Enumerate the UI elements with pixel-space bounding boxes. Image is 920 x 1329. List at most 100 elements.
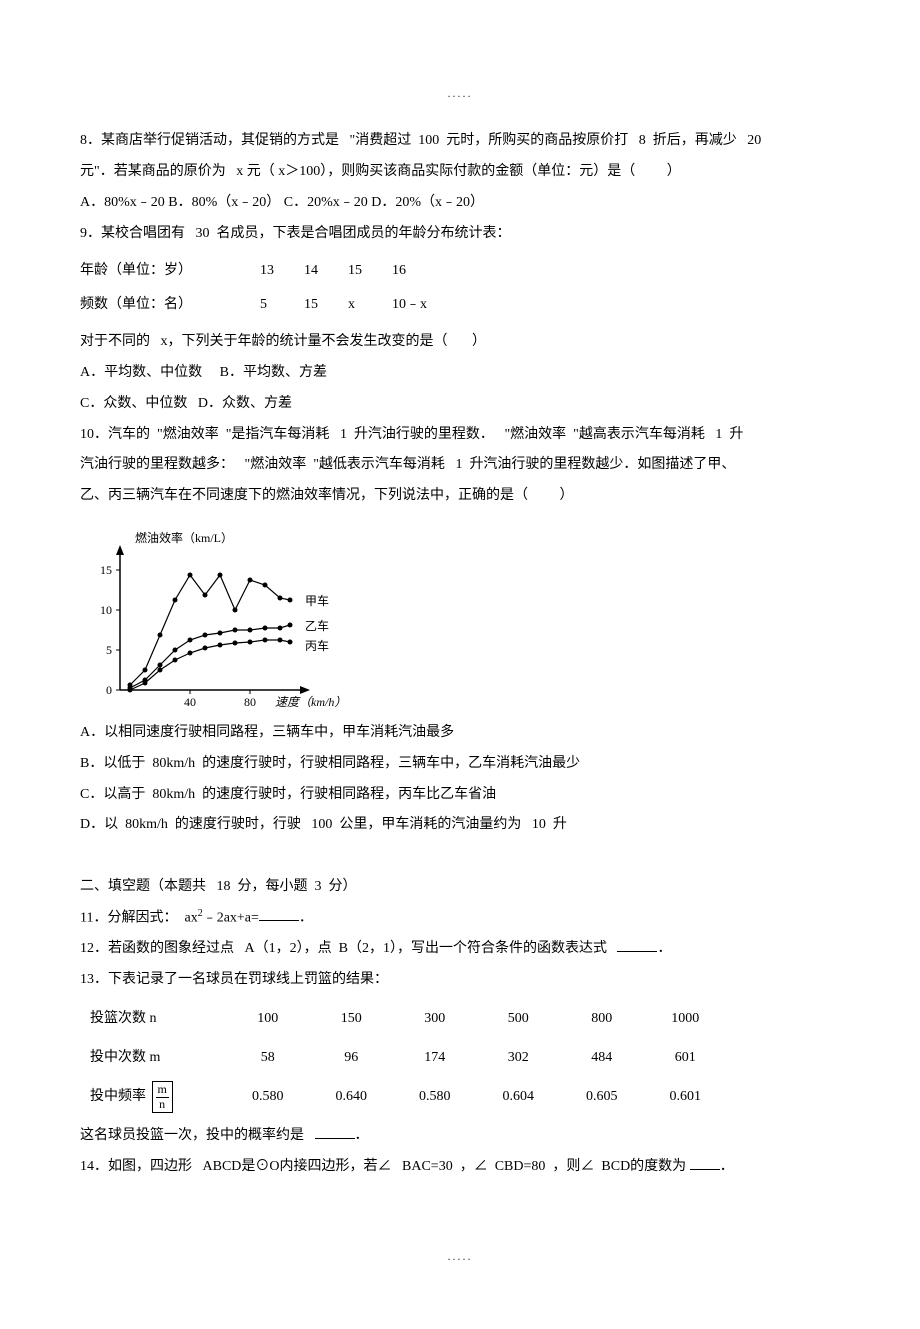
cell: 5 bbox=[260, 288, 304, 323]
cell: 16 bbox=[392, 254, 457, 289]
svg-text:丙车: 丙车 bbox=[305, 638, 329, 653]
q8-text: 8．某商店举行促销活动，其促销的方式是 bbox=[80, 133, 339, 148]
q9-options-row1: A．平均数、中位数 B．平均数、方差 bbox=[80, 358, 840, 389]
q9-text: 9．某校合唱团有 bbox=[80, 226, 185, 241]
q12-text: A（1，2），点 bbox=[245, 941, 332, 956]
q12-text: B（2，1），写出一个符合条件的函数表达式 bbox=[339, 941, 607, 956]
q8-text: x 元（ x＞100），则购买该商品实际付款的金额（单位：元）是（ bbox=[236, 164, 635, 179]
q11-text: ax bbox=[184, 910, 197, 925]
section2-num: 3 bbox=[315, 879, 322, 894]
table-row: 频数（单位：名） 5 15 x 10﹣x bbox=[80, 288, 457, 323]
q14-text: ABCD是⊙O内接四边形，若∠ bbox=[203, 1159, 392, 1174]
q8-close-paren: ） bbox=[667, 164, 681, 179]
q10-text: 的速度行驶时，行驶相同路程，三辆车中，乙车消耗汽油最少 bbox=[202, 756, 580, 771]
cell: 58 bbox=[226, 1039, 310, 1078]
q11-text: 11．分解因式： bbox=[80, 910, 177, 925]
frac-num: m bbox=[156, 1083, 169, 1097]
q11-text: ﹣2ax+a= bbox=[203, 910, 259, 925]
cell: 10﹣x bbox=[392, 288, 457, 323]
rate-label: 投中频率 bbox=[90, 1089, 146, 1104]
q10-num: 1 bbox=[340, 427, 347, 442]
cell: 14 bbox=[304, 254, 348, 289]
q12-text: 12．若函数的图象经过点 bbox=[80, 941, 234, 956]
cell: 0.601 bbox=[644, 1077, 728, 1117]
q9-options-row2: C．众数、中位数 D．众数、方差 bbox=[80, 389, 840, 420]
q10-text: 的速度行驶时，行驶相同路程，丙车比乙车省油 bbox=[202, 787, 496, 802]
cell: 0.604 bbox=[477, 1077, 561, 1117]
q9-text: 对于不同的 bbox=[80, 334, 150, 349]
q10-optC: C．以高于 80km/h 的速度行驶时，行驶相同路程，丙车比乙车省油 bbox=[80, 780, 840, 811]
cell: 投中次数 m bbox=[90, 1039, 226, 1078]
q8-num: 20 bbox=[747, 133, 761, 148]
page-footer-dots: ..... bbox=[80, 1243, 840, 1269]
cell: 96 bbox=[310, 1039, 394, 1078]
cell: 频数（单位：名） bbox=[80, 288, 260, 323]
fraction-icon: m n bbox=[152, 1081, 173, 1112]
svg-text:40: 40 bbox=[184, 695, 196, 709]
q9-num: 30 bbox=[196, 226, 210, 241]
cell: x bbox=[348, 288, 392, 323]
cell: 年龄（单位：岁） bbox=[80, 254, 260, 289]
q8-options: A．80%x﹣20 B．80%（x﹣20） C．20%x﹣20 D．20%（x﹣… bbox=[80, 188, 840, 219]
table-row: 年龄（单位：岁） 13 14 15 16 bbox=[80, 254, 457, 289]
q13-table: 投篮次数 n 100 150 300 500 800 1000 投中次数 m 5… bbox=[90, 1000, 727, 1117]
q10-line1: 10．汽车的 "燃油效率 "是指汽车每消耗 1 升汽油行驶的里程数． "燃油效率… bbox=[80, 420, 840, 451]
q9-table: 年龄（单位：岁） 13 14 15 16 频数（单位：名） 5 15 x 10﹣… bbox=[80, 254, 457, 324]
table-row: 投篮次数 n 100 150 300 500 800 1000 bbox=[90, 1000, 727, 1039]
section2-text: 分，每小题 bbox=[238, 879, 308, 894]
q14: 14．如图，四边形 ABCD是⊙O内接四边形，若∠ BAC=30 ，∠ CBD=… bbox=[80, 1152, 840, 1183]
blank bbox=[259, 906, 299, 921]
q10-text: 公里，甲车消耗的汽油量约为 bbox=[339, 817, 521, 832]
q8-num: 8 bbox=[639, 133, 646, 148]
q14-text: ，则∠ bbox=[552, 1159, 594, 1174]
q9-optD: D．众数、方差 bbox=[198, 396, 292, 411]
q10-text: "越高表示汽车每消耗 bbox=[573, 427, 705, 442]
section2-heading: 二、填空题（本题共 18 分，每小题 3 分） bbox=[80, 872, 840, 903]
svg-text:乙车: 乙车 bbox=[305, 618, 329, 633]
q10-text: B．以低于 bbox=[80, 756, 145, 771]
svg-text:10: 10 bbox=[100, 603, 112, 617]
q9-close-paren: ） bbox=[472, 334, 486, 349]
q12: 12．若函数的图象经过点 A（1，2），点 B（2，1），写出一个符合条件的函数… bbox=[80, 934, 840, 965]
cell: 投中频率 m n bbox=[90, 1077, 226, 1117]
q10-line3: 乙、丙三辆汽车在不同速度下的燃油效率情况，下列说法中，正确的是（ ） bbox=[80, 481, 840, 512]
q10-text: 升 bbox=[553, 817, 567, 832]
blank bbox=[617, 937, 657, 952]
q13-text: 这名球员投篮一次，投中的概率约是 bbox=[80, 1128, 304, 1143]
svg-text:15: 15 bbox=[100, 563, 112, 577]
svg-text:甲车: 甲车 bbox=[305, 593, 329, 608]
q10-num: 1 bbox=[455, 457, 462, 472]
q10-text: 10．汽车的 bbox=[80, 427, 150, 442]
cell: 174 bbox=[393, 1039, 477, 1078]
q10-text: D．以 bbox=[80, 817, 118, 832]
svg-text:速度（km/h）: 速度（km/h） bbox=[275, 695, 340, 709]
section2-text: 分） bbox=[329, 879, 357, 894]
q9-optA: A．平均数、中位数 bbox=[80, 365, 202, 380]
q9-line2: 对于不同的 x，下列关于年龄的统计量不会发生改变的是（ ） bbox=[80, 327, 840, 358]
cell: 800 bbox=[560, 1000, 644, 1039]
cell: 302 bbox=[477, 1039, 561, 1078]
blank bbox=[690, 1155, 720, 1170]
q10-text: "燃油效率 bbox=[245, 457, 307, 472]
q10-text: 升汽油行驶的里程数越少．如图描述了甲、 bbox=[469, 457, 735, 472]
q9-optB: B．平均数、方差 bbox=[220, 365, 327, 380]
q10-optD: D．以 80km/h 的速度行驶时，行驶 100 公里，甲车消耗的汽油量约为 1… bbox=[80, 810, 840, 841]
cell: 300 bbox=[393, 1000, 477, 1039]
section2-text: 二、填空题（本题共 bbox=[80, 879, 206, 894]
cell: 15 bbox=[348, 254, 392, 289]
q10-text: "燃油效率 bbox=[157, 427, 219, 442]
cell: 500 bbox=[477, 1000, 561, 1039]
svg-text:0: 0 bbox=[106, 683, 112, 697]
q10-text: 乙、丙三辆汽车在不同速度下的燃油效率情况，下列说法中，正确的是（ bbox=[80, 488, 528, 503]
q9-optC: C．众数、中位数 bbox=[80, 396, 187, 411]
q10-num: 1 bbox=[715, 427, 722, 442]
q14-period: ． bbox=[720, 1159, 734, 1174]
q10-text: 80km/h bbox=[152, 787, 195, 802]
q8-line2: 元"．若某商品的原价为 x 元（ x＞100），则购买该商品实际付款的金额（单位… bbox=[80, 157, 840, 188]
cell: 0.580 bbox=[226, 1077, 310, 1117]
cell: 150 bbox=[310, 1000, 394, 1039]
q13-conclusion: 这名球员投篮一次，投中的概率约是 ． bbox=[80, 1121, 840, 1152]
svg-text:5: 5 bbox=[106, 643, 112, 657]
q11: 11．分解因式： ax2﹣2ax+a=． bbox=[80, 903, 840, 934]
cell: 100 bbox=[226, 1000, 310, 1039]
